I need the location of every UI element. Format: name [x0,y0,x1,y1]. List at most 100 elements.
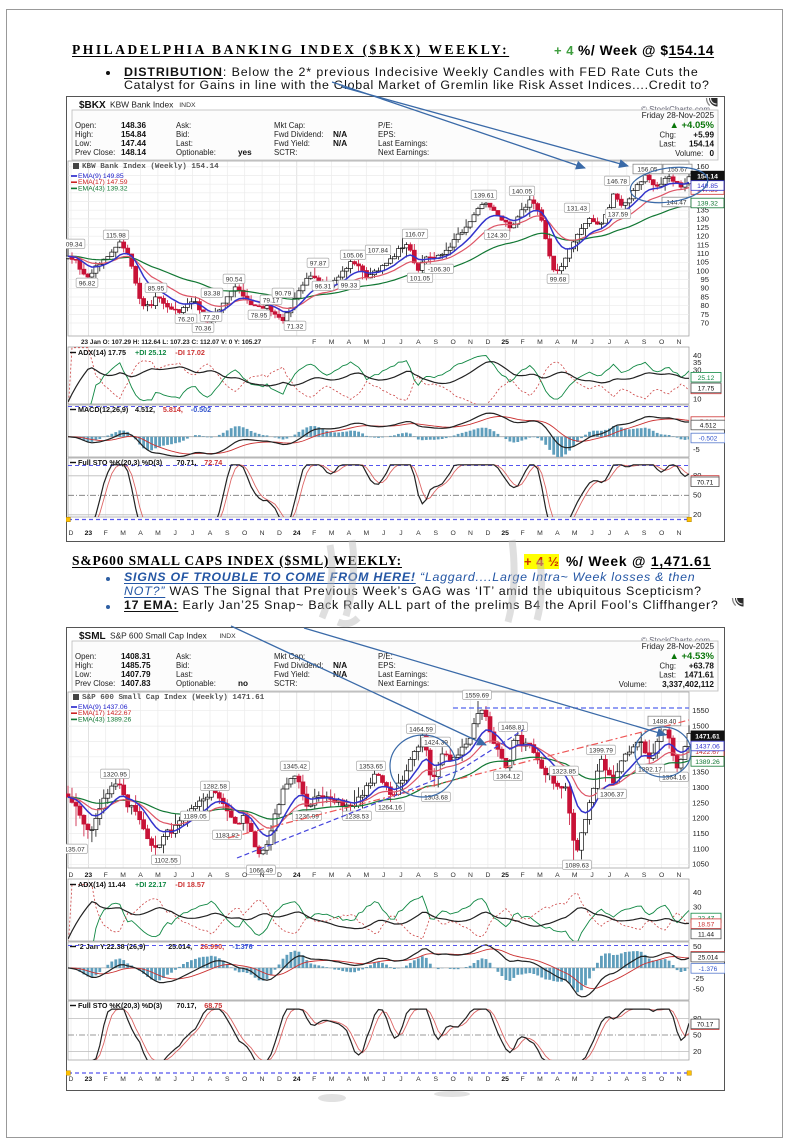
svg-text:S: S [225,530,230,537]
svg-text:30: 30 [693,903,701,912]
svg-text:96.82: 96.82 [79,280,96,287]
svg-text:139.32: 139.32 [697,201,718,208]
svg-text:D: D [485,1076,490,1083]
svg-text:18.57: 18.57 [698,921,715,928]
svg-text:1407.83: 1407.83 [121,679,151,688]
svg-text:M: M [155,530,161,537]
svg-text:M: M [120,872,126,879]
svg-text:148.36: 148.36 [121,121,146,130]
svg-text:N: N [677,872,682,879]
svg-text:N: N [468,530,473,537]
svg-text:Last:: Last: [176,139,193,148]
svg-text:A: A [625,339,630,346]
svg-text:A: A [208,1076,213,1083]
svg-text:1364.16: 1364.16 [662,774,686,781]
svg-text:$BKX: $BKX [79,100,106,111]
svg-text:EMA(17) 147.59: EMA(17) 147.59 [78,179,128,186]
svg-text:25: 25 [501,1076,509,1083]
svg-text:11.44: 11.44 [698,932,714,939]
svg-text:115.98: 115.98 [106,232,126,239]
svg-text:90.54: 90.54 [226,276,243,283]
svg-text:1464.59: 1464.59 [409,726,433,733]
svg-text:146.78: 146.78 [607,178,628,185]
svg-text:137.59: 137.59 [608,211,629,218]
svg-text:D: D [277,530,282,537]
svg-text:1424.39: 1424.39 [424,739,448,746]
svg-text:1150: 1150 [693,829,709,838]
svg-text:M: M [363,1076,369,1083]
svg-text:Mkt Cap:: Mkt Cap: [274,121,305,130]
svg-text:116.07: 116.07 [405,231,425,238]
svg-text:124.30: 124.30 [487,232,508,239]
svg-text:1392.17: 1392.17 [638,766,662,773]
svg-text:107.84: 107.84 [368,247,389,254]
svg-text:1100: 1100 [693,844,709,853]
svg-text:80: 80 [693,1014,701,1023]
svg-text:F: F [104,530,108,537]
svg-text:High:: High: [75,661,93,670]
svg-text:80: 80 [701,301,709,310]
svg-text:J: J [608,339,611,346]
svg-text:J: J [191,872,194,879]
svg-text:S: S [642,339,647,346]
svg-text:148.14: 148.14 [121,148,146,157]
svg-text:147.44: 147.44 [121,139,146,148]
svg-text:Last:: Last: [659,671,676,680]
svg-text:J: J [173,872,176,879]
svg-text:90: 90 [701,284,709,293]
svg-text:A: A [555,872,560,879]
svg-text:F: F [104,1076,108,1083]
svg-text:yes: yes [238,148,252,157]
svg-text:S: S [434,339,439,346]
svg-text:D: D [277,1076,282,1083]
svg-text:1422.67: 1422.67 [695,749,720,756]
svg-text:1353.65: 1353.65 [359,763,383,770]
svg-text:D: D [485,530,490,537]
svg-text:J: J [590,530,593,537]
svg-text:85: 85 [701,292,709,301]
svg-text:1089.63: 1089.63 [565,862,589,869]
svg-text:A: A [416,1076,421,1083]
svg-text:1238.53: 1238.53 [345,813,369,820]
svg-text:75: 75 [701,310,709,319]
svg-text:70.17,: 70.17, [177,1001,197,1010]
svg-text:70.17: 70.17 [697,1022,714,1029]
svg-text:MACD(12,26,9): MACD(12,26,9) [78,405,129,414]
svg-text:09.34: 09.34 [66,241,83,248]
svg-text:J: J [399,872,402,879]
svg-text:20: 20 [693,1047,701,1056]
svg-text:J: J [191,1076,194,1083]
svg-text:Chg:: Chg: [660,131,676,140]
svg-text:1303.68: 1303.68 [424,794,448,801]
svg-text:ADX(14) 17.75: ADX(14) 17.75 [78,348,126,357]
svg-text:+63.78: +63.78 [689,662,715,671]
svg-text:131.43: 131.43 [567,205,588,212]
svg-text:J: J [608,872,611,879]
svg-text:N: N [468,872,473,879]
svg-text:1264.16: 1264.16 [378,804,402,811]
svg-text:95: 95 [701,275,709,284]
svg-text:J: J [173,1076,176,1083]
svg-text:A: A [208,872,213,879]
svg-text:$SML: $SML [79,631,106,642]
svg-text:F: F [521,872,525,879]
svg-text:Low:: Low: [75,139,91,148]
svg-text:105: 105 [696,258,709,267]
svg-text:SCTR:: SCTR: [274,148,297,157]
svg-text:S: S [225,1076,230,1083]
svg-text:J: J [382,339,385,346]
svg-text:O: O [450,339,455,346]
svg-text:EMA(17) 1422.67: EMA(17) 1422.67 [78,710,131,717]
svg-text:A: A [138,1076,143,1083]
svg-text:A: A [208,530,213,537]
svg-text:-1.376: -1.376 [232,942,252,951]
svg-text:A: A [555,339,560,346]
svg-text:Chg:: Chg: [660,662,676,671]
svg-text:O: O [450,530,455,537]
svg-text:70.71: 70.71 [697,479,714,486]
svg-text:1389.26: 1389.26 [695,759,720,766]
svg-text:70: 70 [701,318,709,327]
svg-text:S: S [434,872,439,879]
svg-text:135: 135 [696,206,709,215]
svg-text:30: 30 [693,366,701,375]
